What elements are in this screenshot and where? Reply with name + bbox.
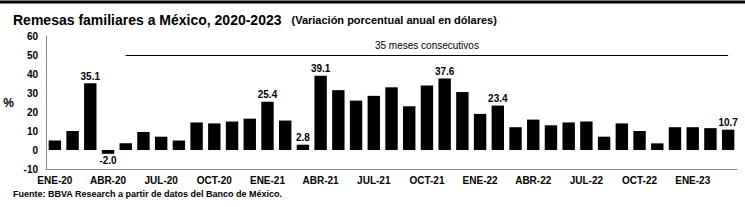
svg-text:ENE-22: ENE-22 bbox=[463, 175, 498, 186]
svg-text:%: % bbox=[3, 96, 14, 110]
svg-text:(Variación porcentual anual en: (Variación porcentual anual en dólares) bbox=[292, 14, 498, 26]
svg-text:JUL-21: JUL-21 bbox=[357, 175, 391, 186]
svg-text:2.8: 2.8 bbox=[296, 132, 310, 143]
svg-text:ABR-22: ABR-22 bbox=[515, 175, 552, 186]
svg-text:JUL-22: JUL-22 bbox=[570, 175, 604, 186]
svg-text:Remesas familiares a México, 2: Remesas familiares a México, 2020-2023 bbox=[13, 12, 282, 28]
svg-text:23.4: 23.4 bbox=[488, 93, 508, 104]
svg-text:OCT-22: OCT-22 bbox=[622, 175, 657, 186]
svg-text:0: 0 bbox=[32, 145, 38, 156]
svg-text:35.1: 35.1 bbox=[81, 71, 101, 82]
svg-text:25.4: 25.4 bbox=[258, 89, 278, 100]
svg-text:-2.0: -2.0 bbox=[99, 155, 117, 166]
svg-text:ABR-20: ABR-20 bbox=[90, 175, 127, 186]
svg-text:BBVA Research a partir de dato: BBVA Research a partir de datos del Banc… bbox=[45, 189, 282, 199]
svg-text:ABR-21: ABR-21 bbox=[303, 175, 340, 186]
svg-text:10: 10 bbox=[27, 126, 39, 137]
svg-text:-10: -10 bbox=[24, 164, 39, 175]
svg-text:35 meses consecutivos: 35 meses consecutivos bbox=[375, 40, 479, 51]
svg-text:60: 60 bbox=[27, 31, 39, 42]
svg-text:ENE-20: ENE-20 bbox=[37, 175, 72, 186]
svg-text:40: 40 bbox=[27, 69, 39, 80]
svg-text:10.7: 10.7 bbox=[718, 117, 738, 128]
svg-text:JUL-20: JUL-20 bbox=[144, 175, 178, 186]
svg-text:OCT-21: OCT-21 bbox=[409, 175, 444, 186]
svg-text:37.6: 37.6 bbox=[435, 66, 455, 77]
svg-text:39.1: 39.1 bbox=[311, 63, 331, 74]
svg-text:ENE-21: ENE-21 bbox=[250, 175, 285, 186]
svg-text:Fuente:: Fuente: bbox=[13, 189, 46, 199]
svg-text:OCT-20: OCT-20 bbox=[197, 175, 232, 186]
svg-text:50: 50 bbox=[27, 50, 39, 61]
svg-text:ENE-23: ENE-23 bbox=[675, 175, 710, 186]
svg-text:30: 30 bbox=[27, 88, 39, 99]
svg-text:20: 20 bbox=[27, 107, 39, 118]
